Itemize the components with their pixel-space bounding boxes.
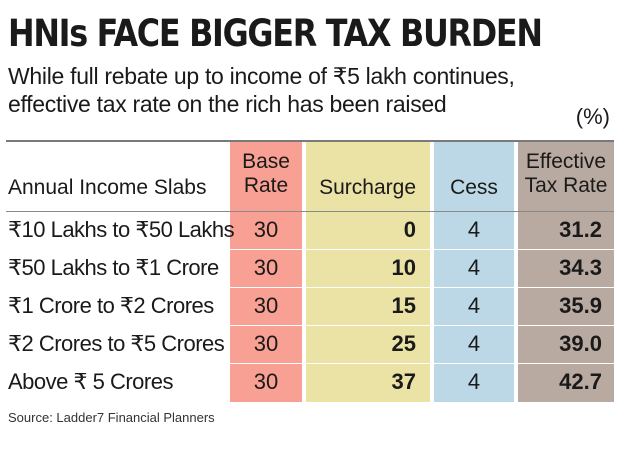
header-base-rate: Base Rate	[230, 150, 302, 198]
cell-cess: 4	[467, 331, 481, 356]
subtitle-line-2: effective tax rate on the rich has been …	[8, 91, 447, 117]
unit-label: (%)	[575, 104, 610, 129]
cell-surcharge: 10	[391, 255, 416, 280]
row-divider	[6, 287, 614, 289]
surcharge-column-bg	[306, 142, 430, 402]
cell-surcharge: 25	[391, 331, 416, 356]
header-effective-line1: Effective	[525, 150, 607, 173]
cell-cess: 4	[467, 293, 481, 318]
cell-slab: Above ₹ 5 Crores	[8, 369, 173, 394]
table-top-rule	[6, 140, 614, 142]
cess-column-bg	[434, 142, 514, 402]
row-divider	[6, 249, 614, 251]
header-effective-rate: Effective Tax Rate	[518, 150, 614, 198]
cell-base: 30	[253, 331, 279, 356]
cell-base: 30	[253, 255, 279, 280]
cell-base: 30	[253, 217, 279, 242]
row-divider	[6, 363, 614, 365]
cell-surcharge: 0	[403, 217, 416, 242]
cell-base: 30	[253, 369, 279, 394]
cell-base: 30	[253, 293, 279, 318]
cell-cess: 4	[467, 217, 481, 242]
cell-slab: ₹50 Lakhs to ₹1 Crore	[8, 255, 219, 280]
header-base-rate-line2: Rate	[243, 174, 289, 197]
cell-surcharge: 37	[391, 369, 416, 394]
row-divider	[6, 325, 614, 327]
chart-title: HNIs FACE BIGGER TAX BURDEN	[8, 12, 543, 55]
cell-cess: 4	[467, 255, 481, 280]
source-note: Source: Ladder7 Financial Planners	[8, 410, 215, 425]
cell-slab: ₹1 Crore to ₹2 Crores	[8, 293, 214, 318]
chart-subtitle: While full rebate up to income of ₹5 lak…	[8, 62, 618, 118]
header-effective-line2: Tax Rate	[524, 174, 608, 197]
cell-effective: 42.7	[559, 369, 602, 394]
cell-slab: ₹10 Lakhs to ₹50 Lakhs	[8, 217, 235, 242]
header-base-rate-line1: Base	[242, 150, 290, 173]
cell-slab: ₹2 Crores to ₹5 Crores	[8, 331, 225, 356]
effective-rate-column-bg	[518, 142, 614, 402]
base-rate-column-bg	[230, 142, 302, 402]
header-cess: Cess	[450, 176, 498, 199]
header-income-slabs: Annual Income Slabs	[8, 176, 207, 199]
cell-effective: 39.0	[559, 331, 602, 356]
cell-effective: 34.3	[559, 255, 602, 280]
row-divider	[6, 211, 614, 213]
cell-effective: 31.2	[559, 217, 602, 242]
cell-cess: 4	[467, 369, 481, 394]
subtitle-line-1: While full rebate up to income of ₹5 lak…	[8, 63, 515, 89]
cell-effective: 35.9	[559, 293, 602, 318]
header-surcharge: Surcharge	[319, 176, 416, 199]
cell-surcharge: 15	[391, 293, 416, 318]
